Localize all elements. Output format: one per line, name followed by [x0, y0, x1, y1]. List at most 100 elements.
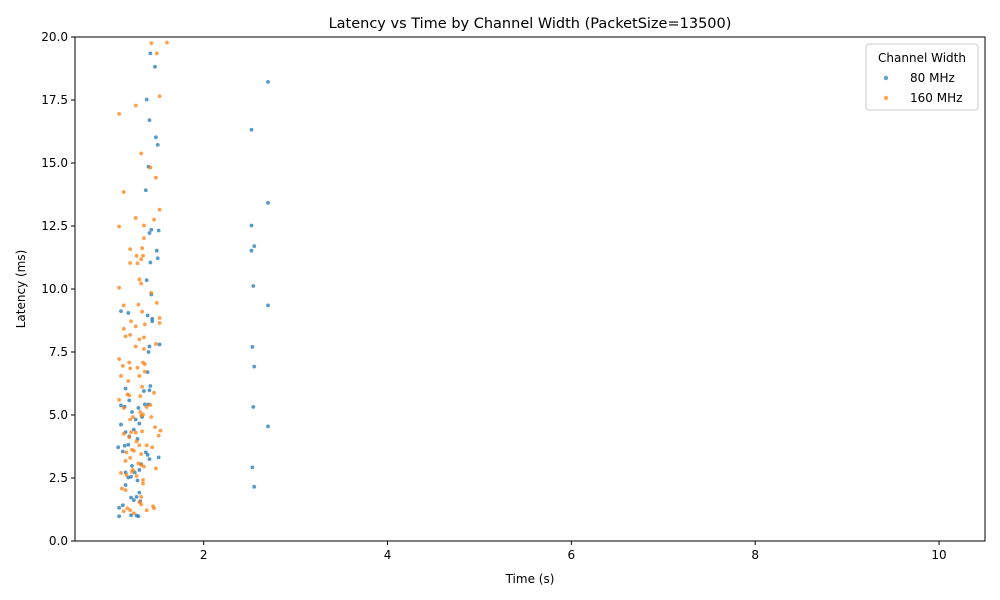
data-point [135, 478, 140, 483]
data-point [147, 457, 152, 461]
data-point [134, 439, 139, 444]
data-point [119, 422, 123, 427]
data-point [153, 175, 158, 180]
data-point [139, 413, 144, 418]
data-point [137, 490, 142, 495]
chart-title: Latency vs Time by Channel Width (Packet… [329, 16, 732, 32]
data-point [266, 200, 270, 205]
data-point [116, 445, 121, 450]
data-point [121, 406, 126, 410]
data-point [139, 495, 144, 499]
data-point [144, 405, 149, 409]
legend-marker-80mhz [883, 75, 889, 81]
data-point [150, 319, 155, 324]
data-point [117, 397, 122, 402]
y-tick-label: 2.5 [49, 471, 68, 485]
data-point [139, 281, 144, 286]
data-point [147, 118, 152, 123]
data-point [119, 471, 123, 475]
data-point [137, 443, 142, 448]
data-point [158, 428, 163, 433]
x-tick-label: 10 [931, 548, 946, 562]
data-point [156, 433, 161, 438]
data-point [117, 505, 122, 510]
legend-label-80mhz: 80 MHz [910, 71, 955, 85]
data-point [156, 228, 161, 233]
data-point [120, 449, 125, 454]
data-point [135, 365, 140, 370]
data-point [137, 468, 142, 472]
data-point [127, 360, 132, 365]
data-point [117, 357, 122, 361]
data-point [139, 502, 144, 507]
data-point [139, 452, 144, 456]
data-point [249, 223, 254, 228]
legend-label-160mhz: 160 MHz [910, 91, 962, 105]
data-point [152, 217, 156, 222]
data-point [128, 417, 133, 422]
data-point [148, 165, 153, 170]
data-point [251, 284, 256, 288]
data-point [123, 458, 128, 463]
data-point [133, 417, 138, 422]
data-point [139, 463, 144, 467]
data-point [119, 374, 123, 378]
data-point [155, 256, 160, 261]
data-point [138, 410, 143, 414]
data-point [121, 190, 126, 194]
data-point [121, 509, 126, 514]
y-tick-label: 5.0 [49, 408, 68, 422]
data-point [139, 151, 144, 156]
data-point [157, 207, 162, 212]
data-point [128, 366, 133, 371]
series-80-mhz [116, 51, 270, 519]
data-point [250, 465, 255, 470]
data-point [134, 474, 139, 478]
data-point [141, 253, 145, 258]
data-point [150, 445, 155, 450]
data-point [142, 389, 146, 393]
data-point [130, 464, 134, 468]
x-tick-label: 8 [751, 548, 759, 562]
data-point [133, 216, 138, 220]
data-point [131, 448, 136, 453]
data-point [139, 257, 144, 262]
data-point [137, 277, 142, 282]
data-point [117, 111, 122, 116]
data-point [152, 390, 156, 395]
data-point [251, 405, 256, 409]
data-point [128, 247, 133, 252]
data-point [148, 384, 153, 388]
data-point [127, 435, 132, 440]
data-point [123, 488, 128, 492]
data-point [153, 64, 157, 69]
data-point [148, 260, 153, 265]
data-point [121, 326, 126, 331]
data-point [131, 415, 135, 419]
data-point [126, 379, 131, 383]
data-point [119, 309, 123, 314]
data-point [117, 514, 122, 519]
data-point [165, 40, 169, 45]
data-point [153, 342, 158, 346]
data-point [142, 322, 147, 327]
series-160-mhz [117, 40, 169, 516]
data-point [146, 350, 151, 354]
data-point [136, 514, 141, 519]
data-point [137, 337, 142, 342]
legend-box [865, 43, 979, 111]
data-point [157, 342, 162, 347]
data-point [134, 253, 139, 258]
data-point [147, 344, 152, 349]
y-axis-label: Latency (ms) [14, 250, 28, 329]
data-point [133, 324, 138, 329]
data-point [126, 311, 131, 315]
data-point [137, 421, 142, 426]
data-point [154, 300, 159, 305]
data-point [129, 319, 133, 324]
data-point [252, 364, 257, 369]
data-point [133, 344, 138, 349]
data-point [120, 363, 125, 368]
data-point [149, 227, 154, 232]
y-tick-label: 10.0 [41, 282, 68, 296]
